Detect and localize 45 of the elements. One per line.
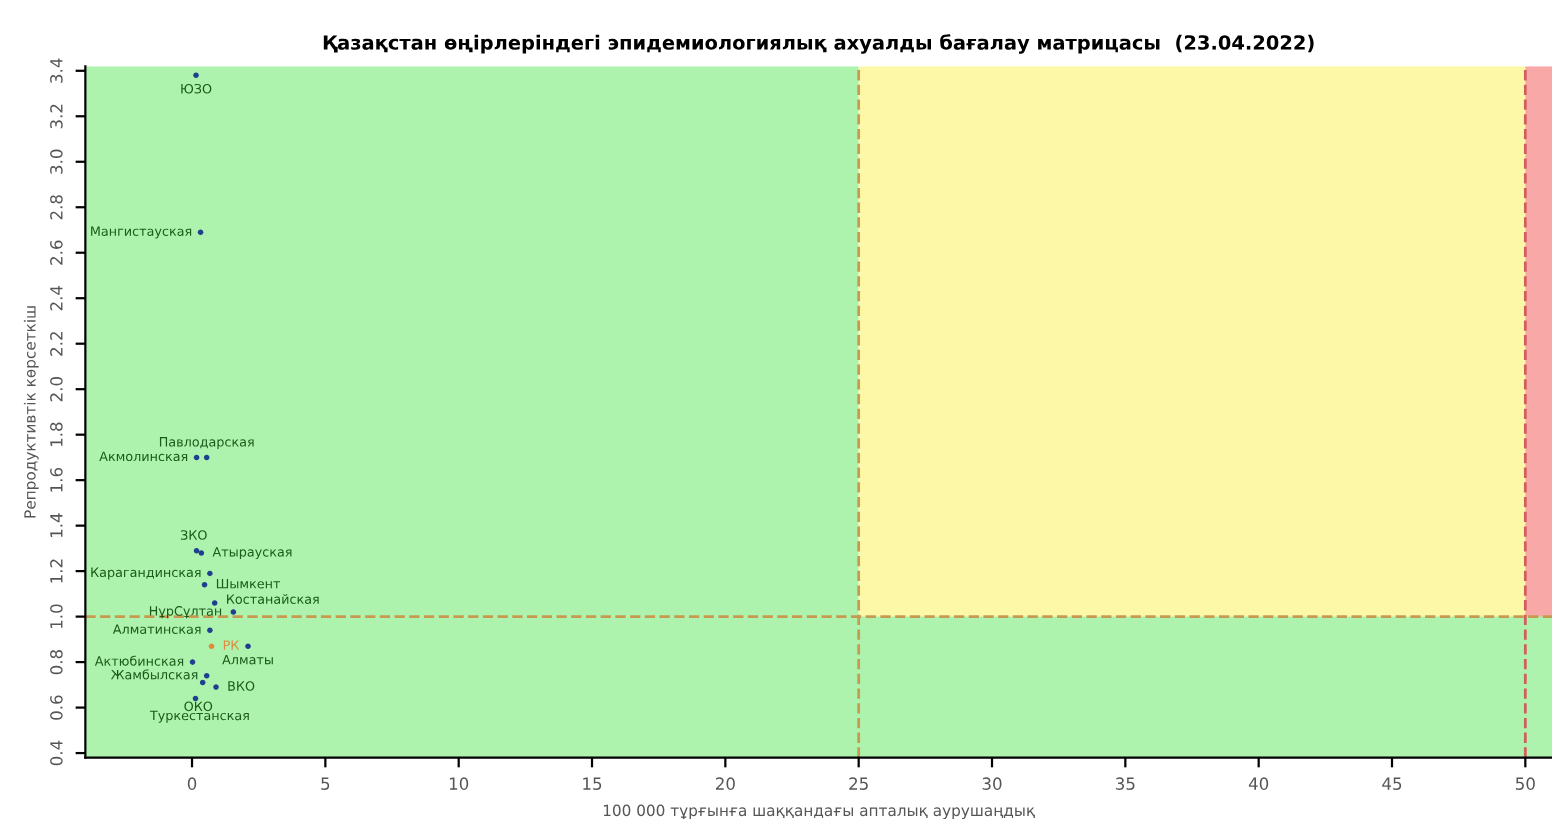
point xyxy=(211,600,218,606)
y-tick-label: 1.6 xyxy=(50,467,63,492)
x-tick-label: 25 xyxy=(849,777,868,790)
point xyxy=(189,659,196,665)
y-tick-label: 1.4 xyxy=(50,513,63,538)
point xyxy=(207,627,213,634)
y-tick-label: 0.6 xyxy=(50,695,63,720)
x-tick-label: 45 xyxy=(1382,777,1402,790)
x-tick-label: 30 xyxy=(982,777,1002,790)
point xyxy=(201,582,208,588)
y-tick-label: 2.8 xyxy=(50,195,63,220)
point xyxy=(197,229,204,236)
y-tick-label: 1.8 xyxy=(50,422,63,447)
point xyxy=(203,672,210,679)
x-tick-label: 20 xyxy=(715,777,735,790)
point xyxy=(193,454,200,461)
x-tick-label: 5 xyxy=(321,777,330,790)
point xyxy=(198,550,205,556)
point xyxy=(208,643,215,649)
y-tick-label: 3.0 xyxy=(50,149,63,174)
point xyxy=(207,570,213,577)
y-tick-label: 2.2 xyxy=(50,332,63,356)
x-tick-label: 50 xyxy=(1516,777,1535,790)
y-tick-label: 2.0 xyxy=(50,377,63,402)
point xyxy=(199,679,206,686)
y-tick-label: 3.4 xyxy=(50,58,63,83)
point xyxy=(245,643,251,649)
x-tick-label: 15 xyxy=(583,777,602,790)
x-tick-label: 35 xyxy=(1116,777,1135,790)
point xyxy=(193,72,199,79)
point xyxy=(203,454,210,461)
y-tick-label: 2.6 xyxy=(50,240,63,265)
y-tick-label: 3.2 xyxy=(50,104,63,129)
y-tick-label: 1.0 xyxy=(50,604,63,629)
y-tick-label: 0.8 xyxy=(50,649,63,675)
point xyxy=(213,684,219,690)
point xyxy=(193,547,200,554)
point xyxy=(230,609,237,615)
x-tick-label: 10 xyxy=(449,777,469,790)
y-tick-label: 2.4 xyxy=(50,285,63,311)
x-tick-label: 0 xyxy=(187,777,197,790)
chart-title: Қазақстан өңірлеріндегі эпидемиологиялық ахуалды бағалау матрицасы (23.04.2022) xyxy=(323,34,1314,54)
y-tick-label: 1.2 xyxy=(50,559,63,583)
x-tick-label: 40 xyxy=(1248,777,1269,790)
y-tick-label: 0.4 xyxy=(50,740,63,766)
